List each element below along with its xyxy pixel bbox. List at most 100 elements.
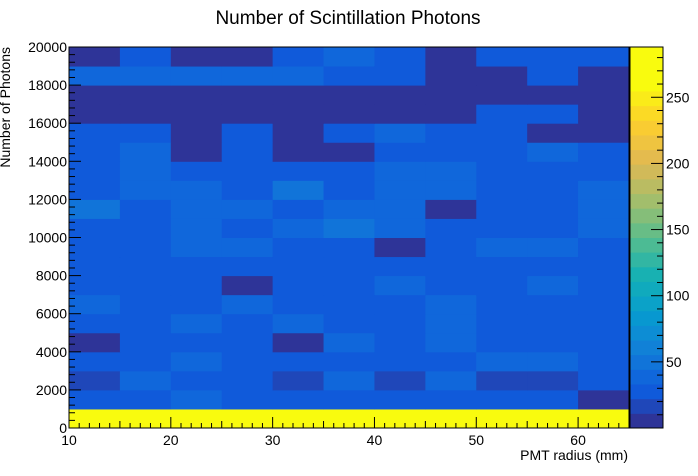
heatmap-cell xyxy=(221,351,274,372)
heatmap-cell xyxy=(374,389,426,410)
y-tick-label: 6000 xyxy=(36,306,67,322)
heatmap-cell xyxy=(578,104,630,124)
y-axis-label: Number of Photons xyxy=(0,47,13,168)
heatmap-cell xyxy=(221,370,274,391)
heatmap-cell xyxy=(272,180,325,200)
heatmap-cell xyxy=(476,161,528,181)
heatmap-cell xyxy=(527,237,579,258)
heatmap-cell xyxy=(425,294,477,315)
heatmap-cell xyxy=(170,237,223,258)
heatmap-cell xyxy=(374,275,426,296)
heatmap-cell xyxy=(374,294,426,315)
heatmap-cell xyxy=(272,142,325,162)
color-scale-axis: 50 100 150 200 250 xyxy=(651,57,690,416)
heatmap-cell xyxy=(272,370,325,391)
heatmap-cell xyxy=(323,85,375,105)
y-tick-label: 2000 xyxy=(36,382,67,398)
heatmap-cell xyxy=(69,104,121,124)
heatmap-cell xyxy=(323,161,375,181)
color-scale-step xyxy=(630,266,663,282)
heatmap-cell xyxy=(476,218,528,238)
heatmap-cell xyxy=(527,313,579,334)
heatmap-cell xyxy=(425,370,477,391)
y-tick-label: 8000 xyxy=(36,268,67,284)
color-scale-step xyxy=(630,340,663,356)
heatmap-cell xyxy=(374,351,426,372)
heatmap-cell xyxy=(119,161,172,181)
heatmap-cell xyxy=(527,256,579,277)
y-tick-label: 14000 xyxy=(28,153,67,169)
color-scale-step xyxy=(630,369,663,385)
heatmap-cell xyxy=(221,332,274,353)
heatmap-cell xyxy=(476,351,528,372)
heatmap-cell xyxy=(374,123,426,143)
heatmap-cell xyxy=(425,275,477,296)
heatmap-cell xyxy=(425,123,477,143)
heatmap-cell xyxy=(578,313,630,334)
color-scale-tick-label: 50 xyxy=(666,354,682,370)
heatmap-cell xyxy=(119,104,172,124)
heatmap-cell xyxy=(323,294,375,315)
color-scale-step xyxy=(630,222,663,238)
color-scale-step xyxy=(630,208,663,224)
heatmap-cell xyxy=(323,199,375,219)
heatmap-cell xyxy=(221,237,274,258)
heatmap-cell xyxy=(425,85,477,105)
x-tick-label: 10 xyxy=(61,432,77,448)
heatmap-cell xyxy=(476,313,528,334)
heatmap-cell xyxy=(119,275,172,296)
heatmap-cell xyxy=(69,180,121,200)
heatmap-cell xyxy=(323,142,375,162)
heatmap-cell xyxy=(374,85,426,105)
y-tick-label: 12000 xyxy=(28,191,67,207)
heatmap-cell xyxy=(374,237,426,258)
heatmap-cell xyxy=(69,389,121,410)
heatmap-cell xyxy=(119,85,172,105)
heatmap-cell xyxy=(69,161,121,181)
heatmap-cell xyxy=(221,199,274,219)
heatmap-cell xyxy=(578,142,630,162)
heatmap-cell xyxy=(374,66,426,86)
heatmap-cell xyxy=(425,47,477,67)
heatmap-cell xyxy=(323,66,375,86)
heatmap-cell xyxy=(527,161,579,181)
heatmap-cell xyxy=(272,123,325,143)
heatmap-cell xyxy=(69,218,121,238)
heatmap-cell xyxy=(425,218,477,238)
heatmap-cell xyxy=(527,275,579,296)
heatmap-cell xyxy=(119,332,172,353)
heatmap-cell xyxy=(527,123,579,143)
heatmap-cell xyxy=(476,47,528,67)
heatmap-cell xyxy=(323,275,375,296)
heatmap-cell xyxy=(578,256,630,277)
heatmap-cell xyxy=(170,218,223,238)
heatmap-cell xyxy=(170,199,223,219)
heatmap-cell xyxy=(323,47,375,67)
y-tick-label: 16000 xyxy=(28,115,67,131)
color-scale-step xyxy=(630,105,663,121)
heatmap-cell xyxy=(272,332,325,353)
heatmap-cell xyxy=(119,256,172,277)
heatmap-cell xyxy=(221,180,274,200)
color-scale-step xyxy=(630,164,663,180)
heatmap-cell xyxy=(578,66,630,86)
heatmap-cell xyxy=(323,237,375,258)
heatmap-cell xyxy=(527,218,579,238)
heatmap-cell xyxy=(476,237,528,258)
heatmap-cell xyxy=(272,218,325,238)
heatmap-cell xyxy=(527,351,579,372)
heatmap-cell xyxy=(170,142,223,162)
color-scale-bar xyxy=(629,46,664,429)
heatmap-cell xyxy=(221,313,274,334)
heatmap-cell xyxy=(425,389,477,410)
color-scale-frame xyxy=(629,46,664,429)
heatmap-cell xyxy=(119,294,172,315)
heatmap-cell xyxy=(578,294,630,315)
heatmap-cell xyxy=(374,370,426,391)
heatmap-cell xyxy=(476,389,528,410)
x-tick-label: 50 xyxy=(468,432,484,448)
heatmap-cell xyxy=(374,408,426,429)
heatmap-cell xyxy=(425,351,477,372)
heatmap-cell xyxy=(170,85,223,105)
heatmap-cell xyxy=(374,104,426,124)
